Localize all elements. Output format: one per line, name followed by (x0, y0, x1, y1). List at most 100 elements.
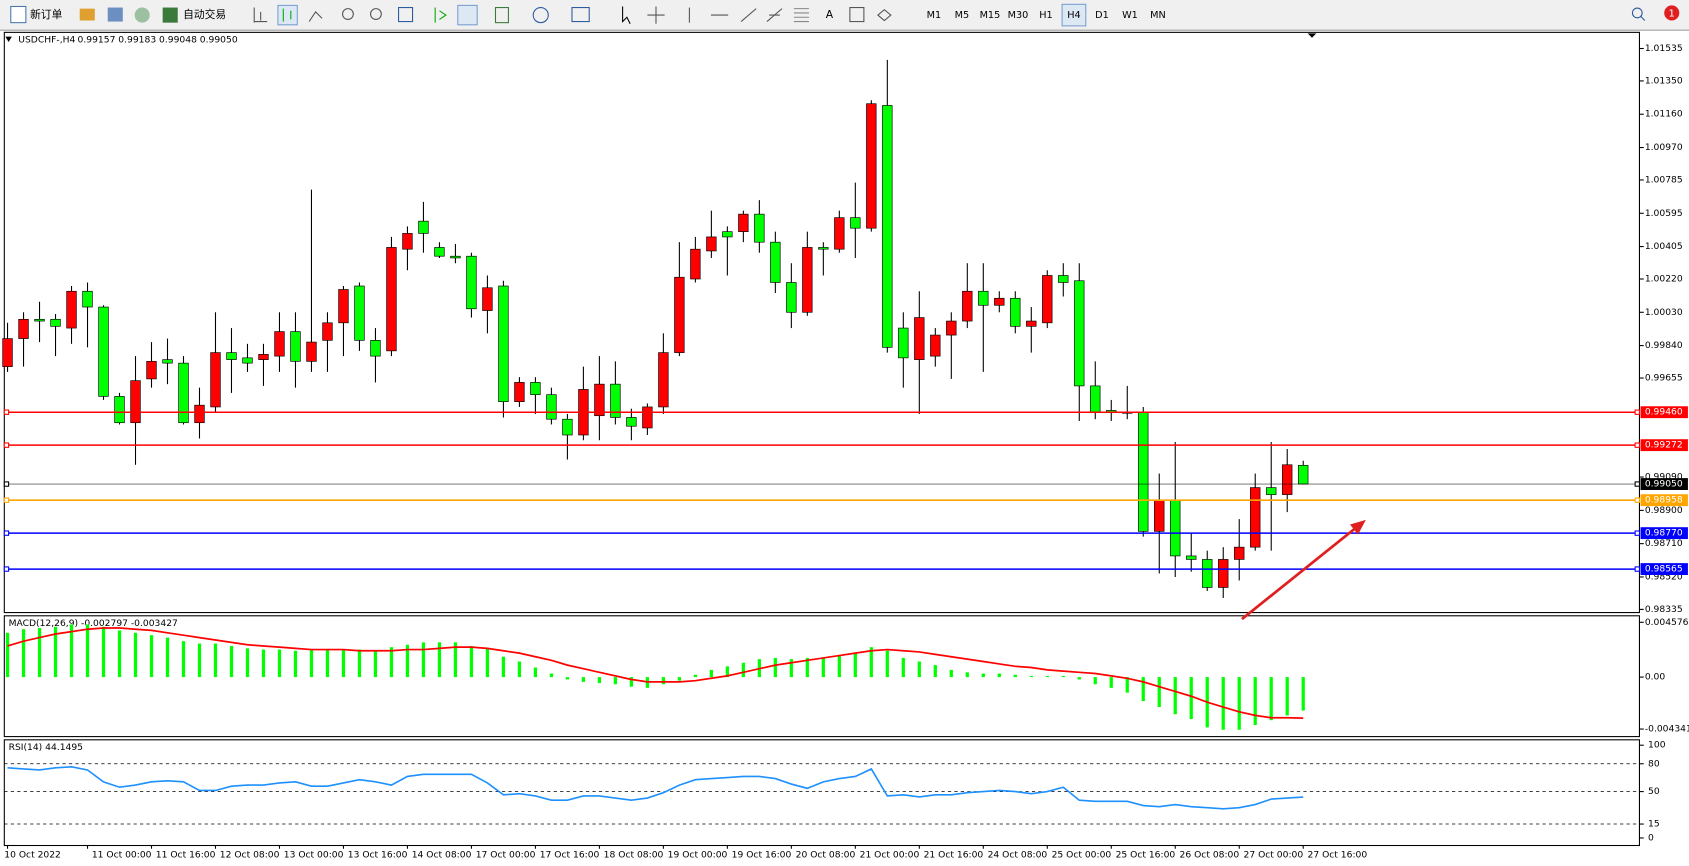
candle-glyph (282, 8, 292, 22)
chart-subtitle: 0.99157 0.99183 0.99048 0.99050 (78, 34, 238, 45)
x-tick-label: 19 Oct 16:00 (732, 850, 792, 861)
notification-count: 1 (1669, 8, 1675, 19)
auto-trading-button[interactable]: 自动交易 (183, 8, 226, 21)
candle-body (1138, 411, 1149, 532)
candle-body (178, 362, 189, 424)
candle-body (1170, 499, 1181, 557)
new-order-button[interactable]: 新订单 (30, 8, 63, 21)
shift-icon[interactable] (457, 4, 478, 26)
candle-body (946, 320, 957, 336)
macd-bar (277, 649, 282, 678)
templates-icon[interactable] (571, 7, 590, 23)
auto-trading-icon[interactable] (162, 7, 178, 23)
y-tick-label: 1.01535 (1645, 43, 1683, 54)
level-label-bg (1640, 563, 1688, 575)
candle-body (978, 290, 989, 306)
timeframe-button[interactable]: M5 (955, 10, 970, 21)
timeframe-button[interactable]: M1 (927, 10, 942, 21)
x-tick-label: 17 Oct 16:00 (540, 850, 600, 861)
trendline-icon[interactable] (740, 8, 757, 22)
macd-bar (213, 643, 218, 678)
y-tick-label: 80 (1648, 758, 1660, 769)
candle-body (962, 290, 973, 322)
new-order-icon[interactable] (10, 5, 27, 24)
macd-bar (421, 642, 426, 678)
toolbar-icon[interactable] (79, 8, 95, 21)
toolbar-bg (0, 0, 1689, 31)
crosshair-icon[interactable] (647, 6, 665, 24)
chart-title: USDCHF-,H4 (18, 34, 75, 45)
candle-body (146, 361, 157, 380)
candle-body (1090, 385, 1101, 413)
y-tick-label: 1.00595 (1645, 208, 1683, 219)
indicators-icon[interactable] (494, 7, 509, 24)
level-anchor (1634, 530, 1640, 536)
macd-bar (789, 659, 793, 678)
macd-title: MACD(12,26,9) -0.002797 -0.003427 (9, 618, 178, 629)
label-icon[interactable] (849, 7, 865, 23)
notification-badge[interactable] (1664, 5, 1680, 21)
zoom-in-icon[interactable] (342, 8, 354, 20)
macd-bar (293, 650, 298, 678)
timeframe-button[interactable]: W1 (1122, 10, 1138, 21)
candle-body (402, 233, 413, 250)
candle-icon[interactable] (277, 4, 298, 26)
candle-body (242, 357, 253, 364)
macd-bar (1045, 675, 1049, 678)
rsi-title: RSI(14) 44.1495 (9, 742, 84, 753)
fibo-icon[interactable] (793, 8, 809, 23)
timeframe-button[interactable]: M15 (980, 10, 1001, 21)
candle-body (594, 383, 605, 417)
macd-bar (549, 673, 554, 678)
macd-bar (53, 626, 58, 678)
toolbar-icon[interactable] (134, 7, 150, 23)
y-tick-label: 0.99655 (1645, 373, 1683, 384)
bar-chart-icon[interactable] (253, 7, 268, 23)
x-tick-label: 10 Oct 2022 (4, 850, 61, 861)
macd-bar (357, 649, 362, 678)
channel-icon[interactable] (766, 8, 783, 22)
periods-icon[interactable] (532, 7, 549, 24)
macd-bar (437, 642, 442, 678)
level-anchor (1634, 442, 1640, 448)
search-icon[interactable] (1631, 7, 1643, 19)
candle-body (546, 394, 557, 420)
level-label: 0.99460 (1645, 407, 1683, 418)
level-anchor (3, 566, 10, 572)
x-tick-label: 27 Oct 16:00 (1308, 850, 1368, 861)
candle-body (82, 290, 93, 308)
arrows-icon[interactable] (877, 9, 892, 22)
x-tick-label: 26 Oct 08:00 (1180, 850, 1240, 861)
level-anchor (3, 481, 10, 487)
candle-body (1202, 559, 1213, 588)
autoscroll-icon[interactable] (434, 7, 447, 23)
cursor-icon[interactable] (622, 6, 631, 24)
zoom-out-icon[interactable] (370, 8, 382, 20)
timeframe-button[interactable]: H4 (1067, 10, 1080, 21)
timeframe-button[interactable]: H1 (1039, 10, 1052, 21)
macd-bar (229, 645, 234, 678)
toolbar-icon[interactable] (107, 7, 123, 22)
candle-body (162, 359, 173, 364)
macd-bar (741, 662, 745, 678)
candle-body (306, 341, 317, 362)
timeframe-button[interactable]: D1 (1095, 10, 1109, 21)
line-chart-icon[interactable] (308, 11, 323, 22)
y-tick-label: -0.004341 (1645, 724, 1689, 735)
macd-bar (1285, 677, 1289, 716)
macd-bar (1013, 674, 1017, 678)
text-tool-button[interactable]: A (826, 8, 834, 21)
macd-bar (101, 626, 106, 678)
level-anchor (3, 442, 10, 448)
timeframe-button[interactable]: M30 (1008, 10, 1029, 21)
rsi-pane-frame (3, 739, 1640, 847)
macd-bar (917, 661, 921, 678)
candle-body (226, 352, 237, 360)
candle-body (786, 282, 797, 313)
timeframe-button[interactable]: MN (1150, 10, 1166, 21)
tile-icon[interactable] (398, 7, 414, 23)
candle-body (1282, 464, 1293, 495)
x-tick-label: 27 Oct 00:00 (1244, 850, 1304, 861)
level-label-bg (1640, 527, 1688, 540)
